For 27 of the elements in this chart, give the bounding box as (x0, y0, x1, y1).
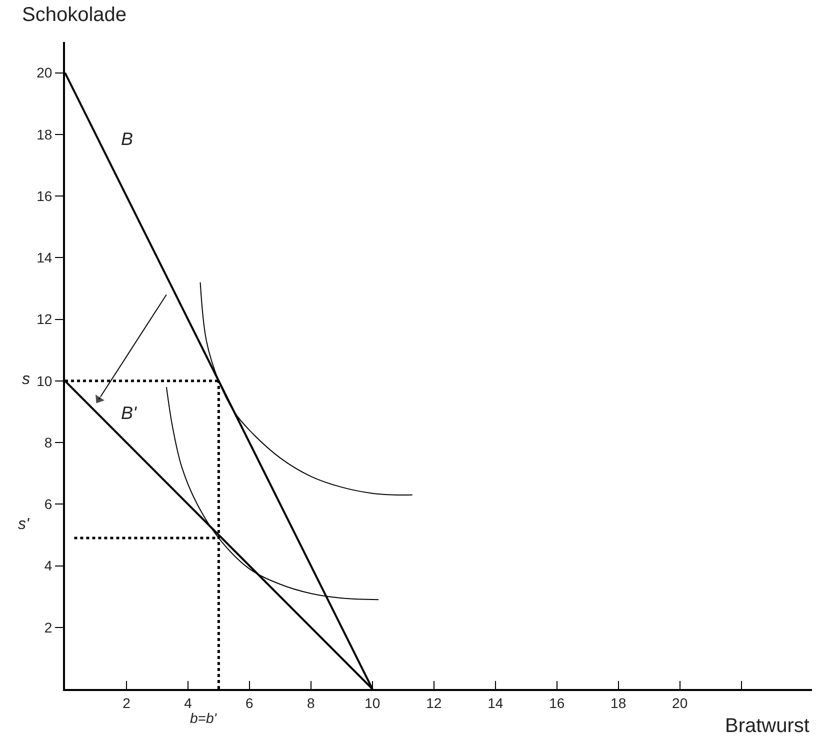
y-tick-label: 12 (36, 311, 52, 328)
x-tick-label: 18 (610, 694, 626, 711)
x-axis-title: Bratwurst (725, 715, 810, 737)
text: s' (18, 516, 30, 533)
x-tick-label: 16 (549, 694, 565, 711)
text: b=b' (190, 710, 218, 726)
y-tick-label: 16 (36, 188, 52, 204)
x-tick-label: 20 (672, 694, 688, 711)
y-tick-label: 20 (36, 64, 52, 81)
y-tick-label: 6 (44, 496, 52, 512)
y-tick-label: 10 (36, 372, 52, 389)
text: s (22, 371, 30, 388)
x-tick-label: 6 (246, 694, 254, 711)
x-tick-label: 8 (307, 694, 316, 711)
y-tick-label: 14 (36, 250, 52, 266)
y-tick-label: 18 (36, 126, 52, 142)
y-tick-label: 4 (44, 558, 52, 574)
x-tick-label: 2 (122, 694, 131, 711)
x-tick-label: 14 (488, 694, 504, 711)
y-axis-title: Schokolade (22, 4, 127, 26)
series-label: B' (121, 403, 138, 423)
series-label: B (121, 129, 134, 149)
y-tick-label: 2 (44, 619, 52, 636)
y-tick-label: 8 (44, 434, 52, 450)
x-tick-label: 12 (426, 694, 442, 711)
x-tick-label: 4 (184, 694, 192, 711)
x-tick-label: 10 (364, 694, 380, 711)
